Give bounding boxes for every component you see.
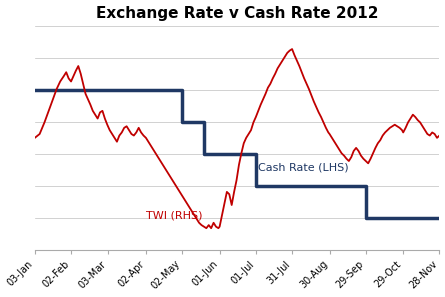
- Text: Cash Rate (LHS): Cash Rate (LHS): [258, 162, 349, 173]
- Text: TWI (RHS): TWI (RHS): [146, 211, 202, 221]
- Title: Exchange Rate v Cash Rate 2012: Exchange Rate v Cash Rate 2012: [96, 6, 378, 20]
